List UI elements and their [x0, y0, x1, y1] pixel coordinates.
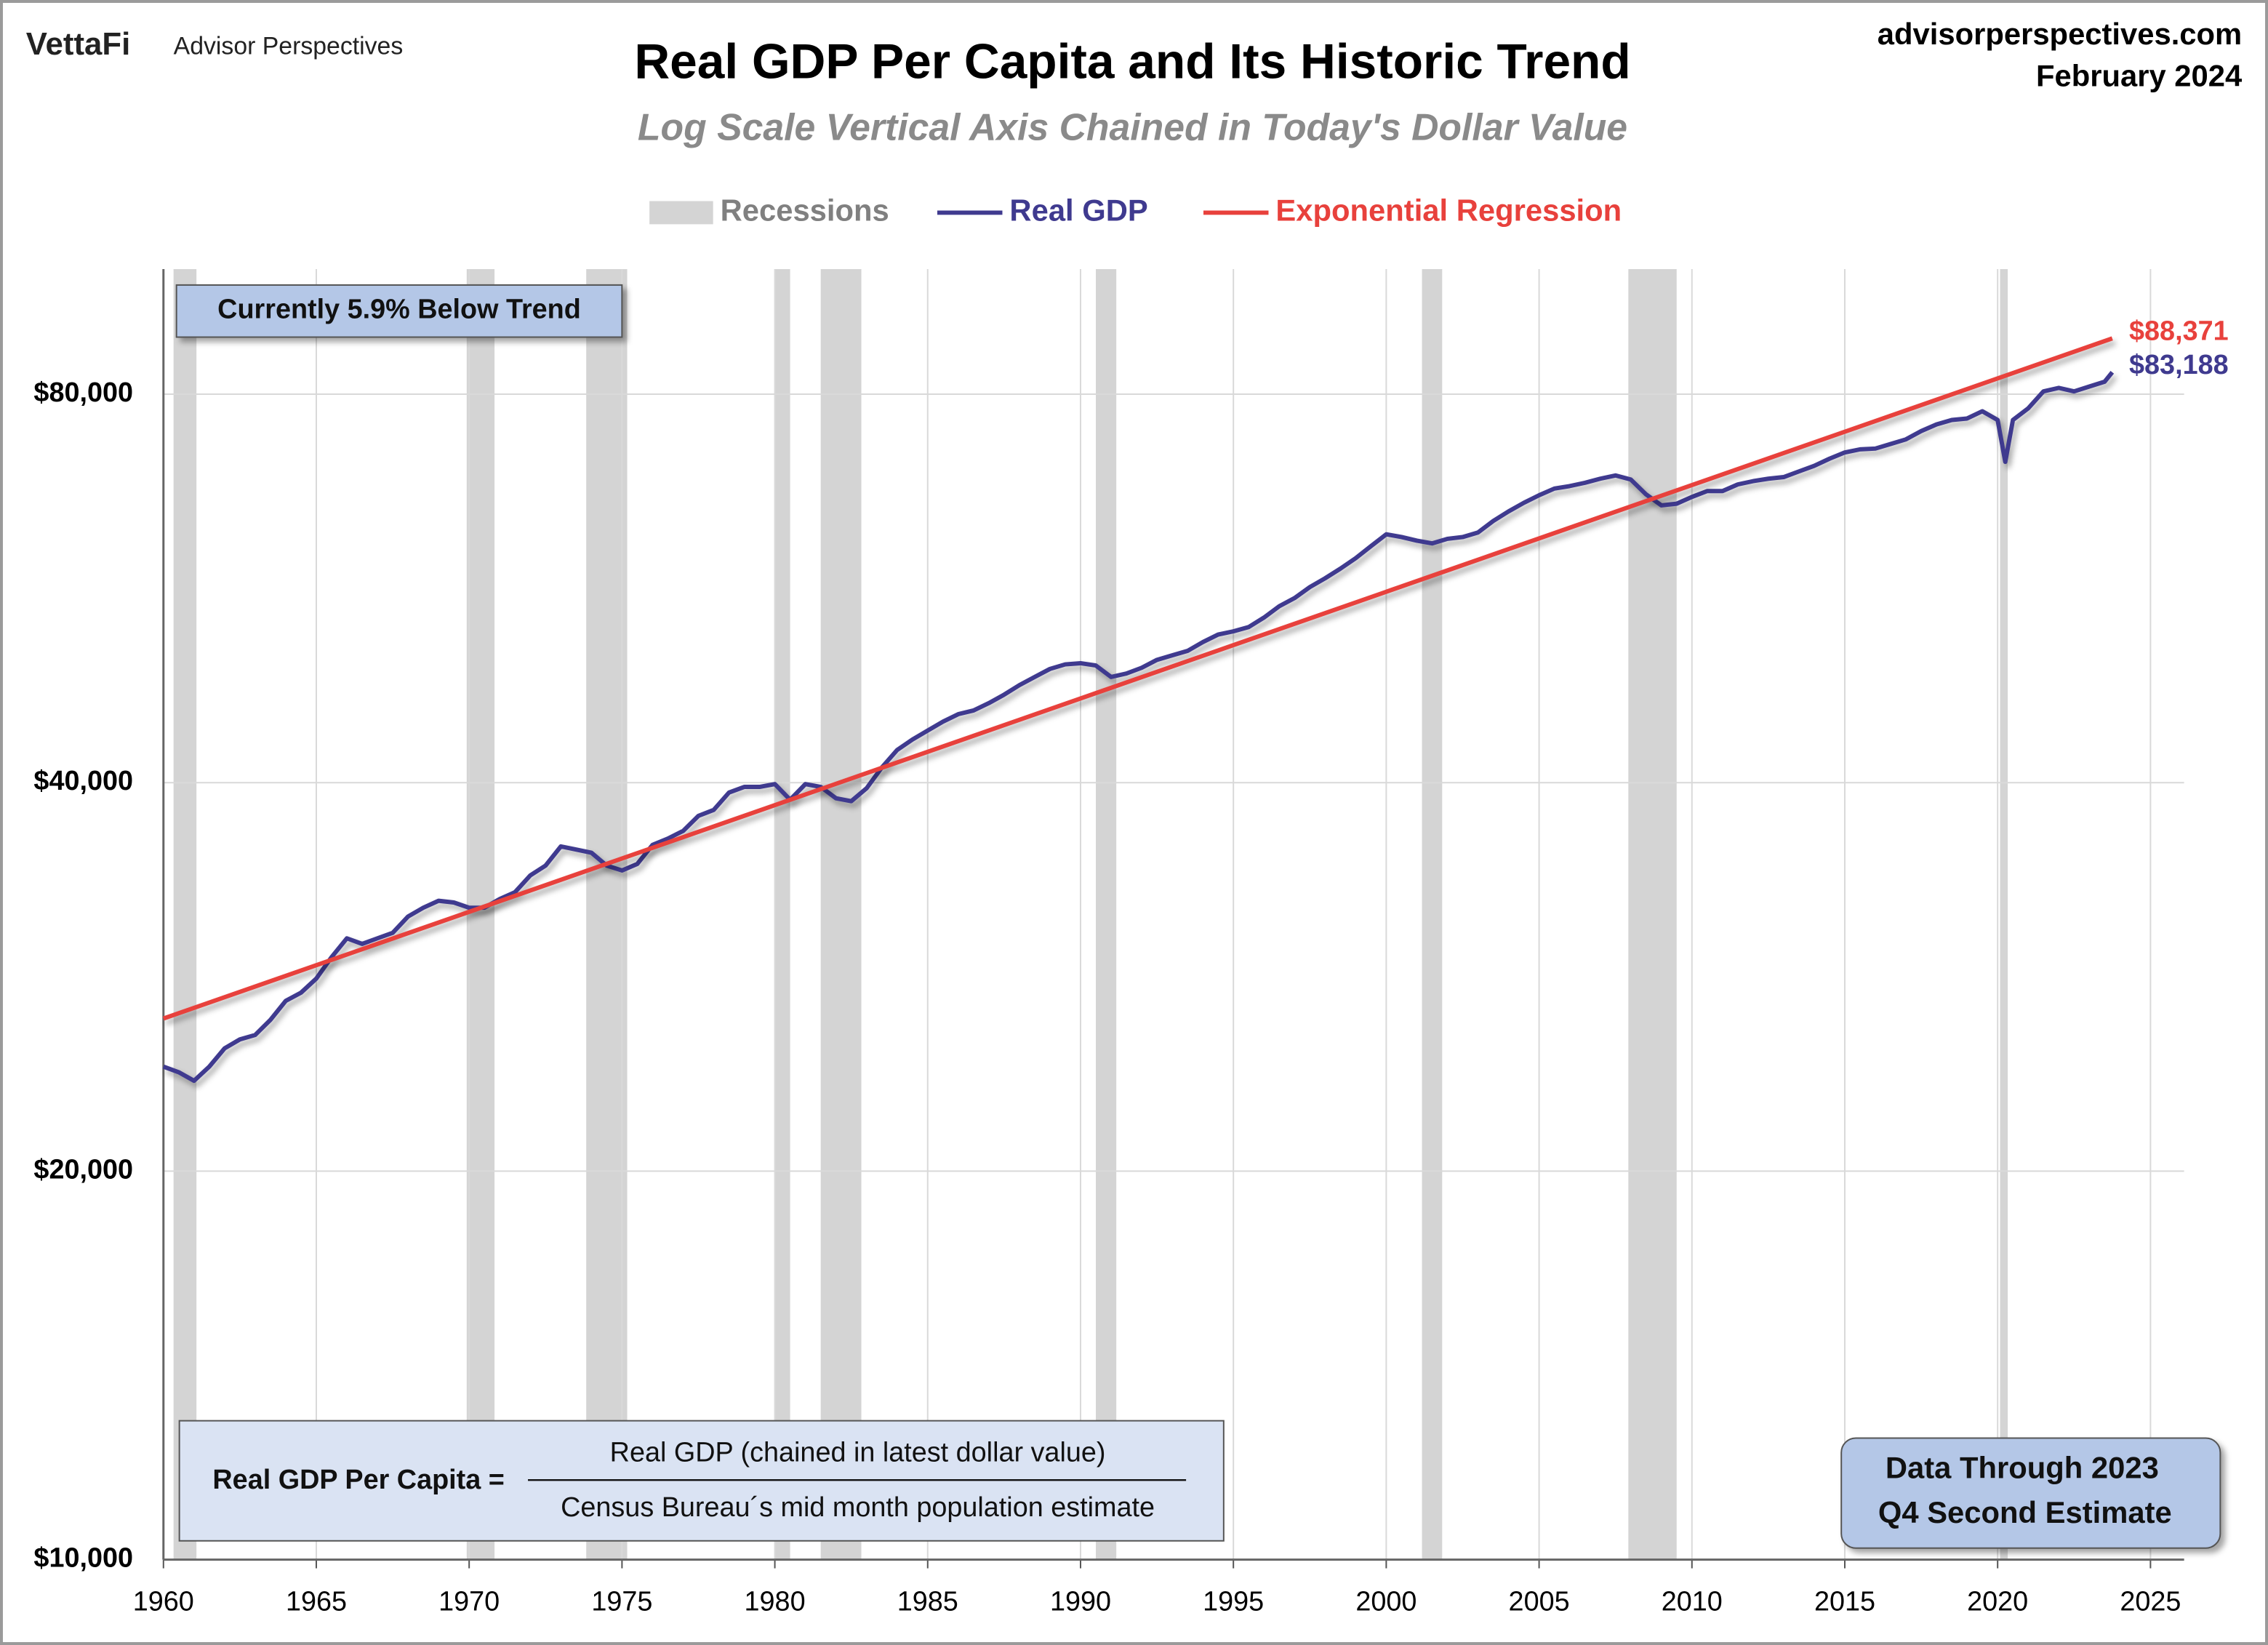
end-label: $88,371: [2129, 316, 2229, 346]
y-tick-label: $40,000: [33, 766, 133, 796]
x-tick-label: 1985: [897, 1586, 958, 1617]
x-tick-label: 1970: [438, 1586, 500, 1617]
annotation: Currently 5.9% Below Trend: [217, 295, 581, 325]
chart-title: Real GDP Per Capita and Its Historic Tre…: [634, 34, 1630, 89]
formula-lhs: Real GDP Per Capita =: [212, 1465, 504, 1495]
end-label: $83,188: [2129, 350, 2229, 380]
recession-band: [774, 269, 790, 1560]
publisher: Advisor Perspectives: [174, 33, 404, 60]
x-tick-label: 2025: [2120, 1586, 2181, 1617]
annotation-box: [175, 284, 623, 338]
chart-subtitle: Log Scale Vertical Axis Chained in Today…: [638, 106, 1627, 148]
x-tick-label: 2010: [1662, 1586, 1723, 1617]
x-tick-label: 1995: [1203, 1586, 1264, 1617]
x-tick-label: 2015: [1814, 1586, 1875, 1617]
x-tick-label: 1980: [745, 1586, 806, 1617]
data-note-box: [1840, 1437, 2221, 1549]
recession-band: [2000, 269, 2008, 1560]
x-tick-label: 2000: [1355, 1586, 1417, 1617]
date: February 2024: [2036, 58, 2242, 92]
recession-band: [173, 269, 197, 1560]
series-line: [162, 336, 2113, 1021]
x-tick-label: 1975: [591, 1586, 652, 1617]
recession-band: [820, 269, 862, 1560]
x-tick-label: 1990: [1050, 1586, 1111, 1617]
legend-swatch: [649, 201, 713, 225]
recession-band: [1628, 269, 1677, 1560]
recession-band: [1422, 269, 1443, 1560]
recession-band: [466, 269, 495, 1560]
formula-numerator: Real GDP (chained in latest dollar value…: [610, 1437, 1106, 1468]
plot-area: 1960 1965 1970 1975 1980 1985 1990 1995 2000 2005…: [33, 269, 2229, 1617]
legend-label: Exponential Regression: [1275, 193, 1622, 227]
y-tick-label: $10,000: [33, 1543, 133, 1574]
y-tick-label: $20,000: [33, 1154, 133, 1185]
x-tick-label: 1965: [286, 1586, 347, 1617]
x-tick-label: 1960: [133, 1586, 194, 1617]
x-tick-label: 2020: [1967, 1586, 2028, 1617]
legend-label: Recessions: [721, 193, 889, 227]
data-note: Data Through 2023: [1886, 1450, 2159, 1484]
y-tick-label: $80,000: [33, 377, 133, 408]
recession-band: [586, 269, 628, 1560]
website: advisorperspectives.com: [1878, 17, 2242, 51]
formula-denominator: Census Bureau´s mid month population est…: [561, 1492, 1155, 1523]
x-tick-label: 2005: [1509, 1586, 1570, 1617]
brand: VettaFi: [26, 26, 130, 62]
recession-band: [1095, 269, 1117, 1560]
legend: Recessions Real GDP Exponential Regression: [649, 193, 1622, 227]
legend-label: Real GDP: [1009, 193, 1147, 227]
data-note: Q4 Second Estimate: [1878, 1495, 2172, 1529]
